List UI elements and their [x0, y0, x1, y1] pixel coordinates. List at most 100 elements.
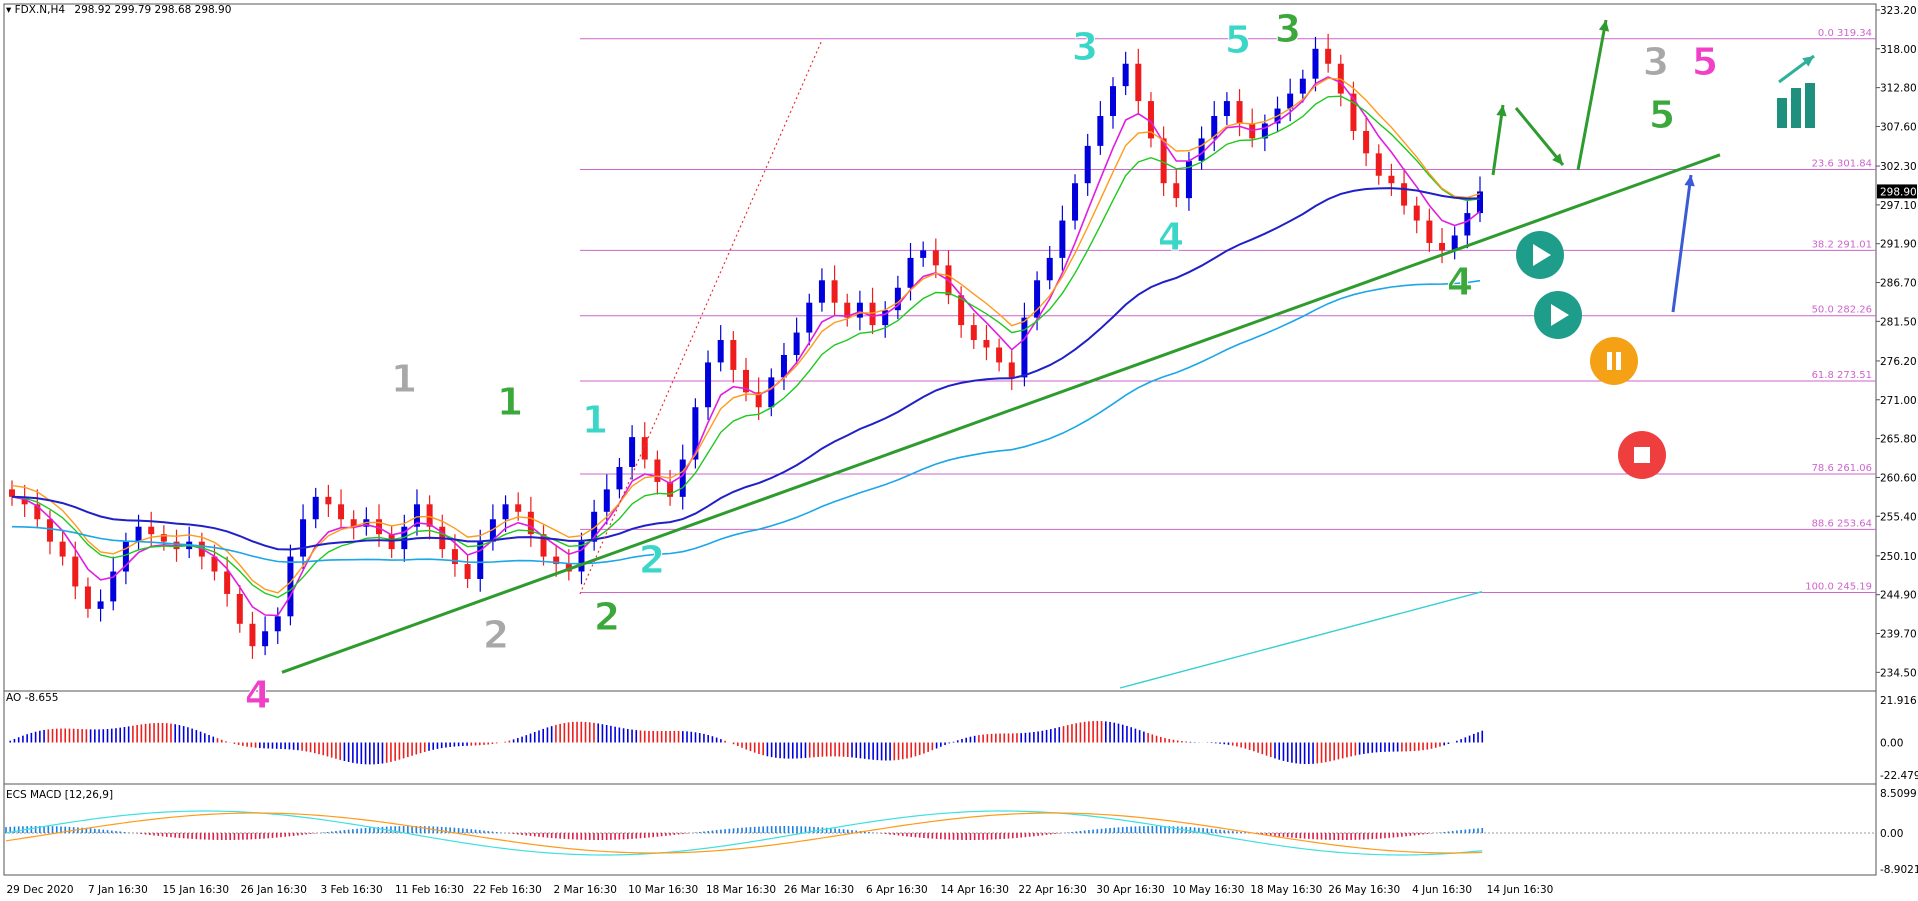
macd-axis-label: 8.5099: [1880, 788, 1917, 800]
arrow-shaft: [1671, 174, 1693, 313]
wave-label: 1: [497, 380, 523, 424]
candle-body: [1097, 116, 1104, 146]
forecast-arrow-up-long: [1576, 19, 1610, 171]
candle-body: [21, 496, 28, 505]
price-tick-label: 307.60: [1880, 121, 1917, 133]
candle-body: [1401, 183, 1408, 206]
candle-body: [388, 534, 395, 550]
candle-body: [312, 496, 319, 520]
candle-body: [591, 511, 598, 542]
candle-body: [135, 526, 142, 542]
candle-body: [72, 556, 79, 587]
candle-body: [667, 481, 674, 497]
wave-label: 2: [483, 613, 509, 657]
macd-axis-label: -8.9021: [1880, 864, 1918, 876]
wave-label: 3: [1643, 40, 1669, 84]
candle-body: [1312, 48, 1319, 79]
candle-body: [1464, 213, 1471, 236]
play-icon-glyph: [1533, 244, 1551, 266]
chart-header: ▾ FDX.N,H4 298.92 299.79 298.68 298.90: [6, 4, 231, 16]
candle-body: [1236, 101, 1243, 124]
arrow-shaft: [1491, 104, 1505, 176]
candle-body: [527, 511, 534, 535]
candle-body: [97, 601, 104, 609]
price-tick-label: 318.00: [1880, 44, 1917, 56]
candle-body: [325, 496, 332, 505]
time-tick-label: 30 Apr 16:30: [1096, 884, 1164, 896]
candle-body: [856, 302, 863, 318]
pause-icon-bar: [1616, 352, 1621, 370]
candle-body: [350, 519, 357, 527]
candle-body: [477, 541, 484, 579]
candle-body: [274, 616, 281, 632]
candle-body: [755, 392, 762, 408]
time-tick-label: 14 Jun 16:30: [1487, 884, 1554, 896]
time-tick-label: 22 Feb 16:30: [473, 884, 542, 896]
fib-label: 88.6 253.64: [1812, 518, 1872, 529]
candle-body: [818, 280, 825, 303]
candle-body: [705, 362, 712, 408]
ao-label: AO -8.655: [6, 692, 59, 704]
candle-body: [806, 302, 813, 333]
candle-body: [1008, 362, 1015, 378]
ma-line-blue: [11, 187, 1481, 551]
ma-line-fast: [11, 76, 1481, 617]
price-axis: 323.20 318.00 312.80 307.60 302.30 297.10 291.…: [1876, 5, 1917, 679]
candle-body: [641, 437, 648, 460]
ao-axis-label: 21.916: [1880, 695, 1917, 707]
candle-body: [553, 556, 560, 565]
candle-body: [464, 564, 471, 579]
candle-body: [983, 340, 990, 348]
candle-body: [1375, 153, 1382, 176]
candle-body: [932, 250, 939, 266]
ao-axis-label: -22.479: [1880, 770, 1918, 782]
candle-body: [1426, 220, 1433, 243]
candle-body: [1299, 78, 1306, 94]
candle-body: [515, 504, 522, 512]
candle-body: [46, 519, 53, 542]
price-tick-label: 265.80: [1880, 434, 1917, 446]
wave-label: 2: [594, 595, 620, 639]
candle-body: [692, 407, 699, 460]
signal-line: [5, 812, 1483, 854]
candle-body: [540, 534, 547, 557]
candle-body: [502, 504, 509, 520]
price-tick-label: 244.90: [1880, 590, 1917, 602]
candle-body: [110, 571, 117, 602]
forecast-arrow-down: [1514, 107, 1565, 166]
time-tick-label: 4 Jun 16:30: [1412, 884, 1472, 896]
candle-body: [338, 504, 345, 520]
candle-body: [1021, 317, 1028, 378]
time-tick-label: 10 May 16:30: [1172, 884, 1244, 896]
candle-body: [780, 354, 787, 378]
ma-line-cyan: [11, 279, 1481, 565]
collapse-arrow-icon[interactable]: ▾: [6, 4, 12, 16]
time-tick-label: 3 Feb 16:30: [320, 884, 382, 896]
wave-label: 3: [1275, 7, 1301, 51]
candle-body: [224, 571, 231, 594]
candle-body: [1350, 93, 1357, 131]
price-tick-label: 239.70: [1880, 629, 1917, 641]
candle-body: [603, 489, 610, 512]
candle-body: [907, 257, 914, 288]
growth-chart-icon: [1777, 83, 1815, 128]
time-tick-label: 18 Mar 16:30: [706, 884, 776, 896]
candle-body: [1034, 280, 1041, 318]
wave-label: 5: [1225, 18, 1251, 62]
candle-body: [122, 541, 129, 572]
macd-histogram: [5, 826, 1484, 840]
candle-body: [882, 310, 889, 326]
price-tick-label: 255.40: [1880, 511, 1917, 523]
fib-label: 0.0 319.34: [1818, 28, 1872, 39]
candle-body: [1477, 191, 1483, 214]
candle-body: [413, 504, 420, 527]
last-price-marker: [1877, 184, 1917, 199]
wave-label: 4: [245, 673, 271, 717]
time-tick-label: 11 Feb 16:30: [395, 884, 464, 896]
candle-body: [616, 466, 623, 490]
candle-body: [679, 459, 686, 497]
candle-body: [160, 534, 167, 542]
